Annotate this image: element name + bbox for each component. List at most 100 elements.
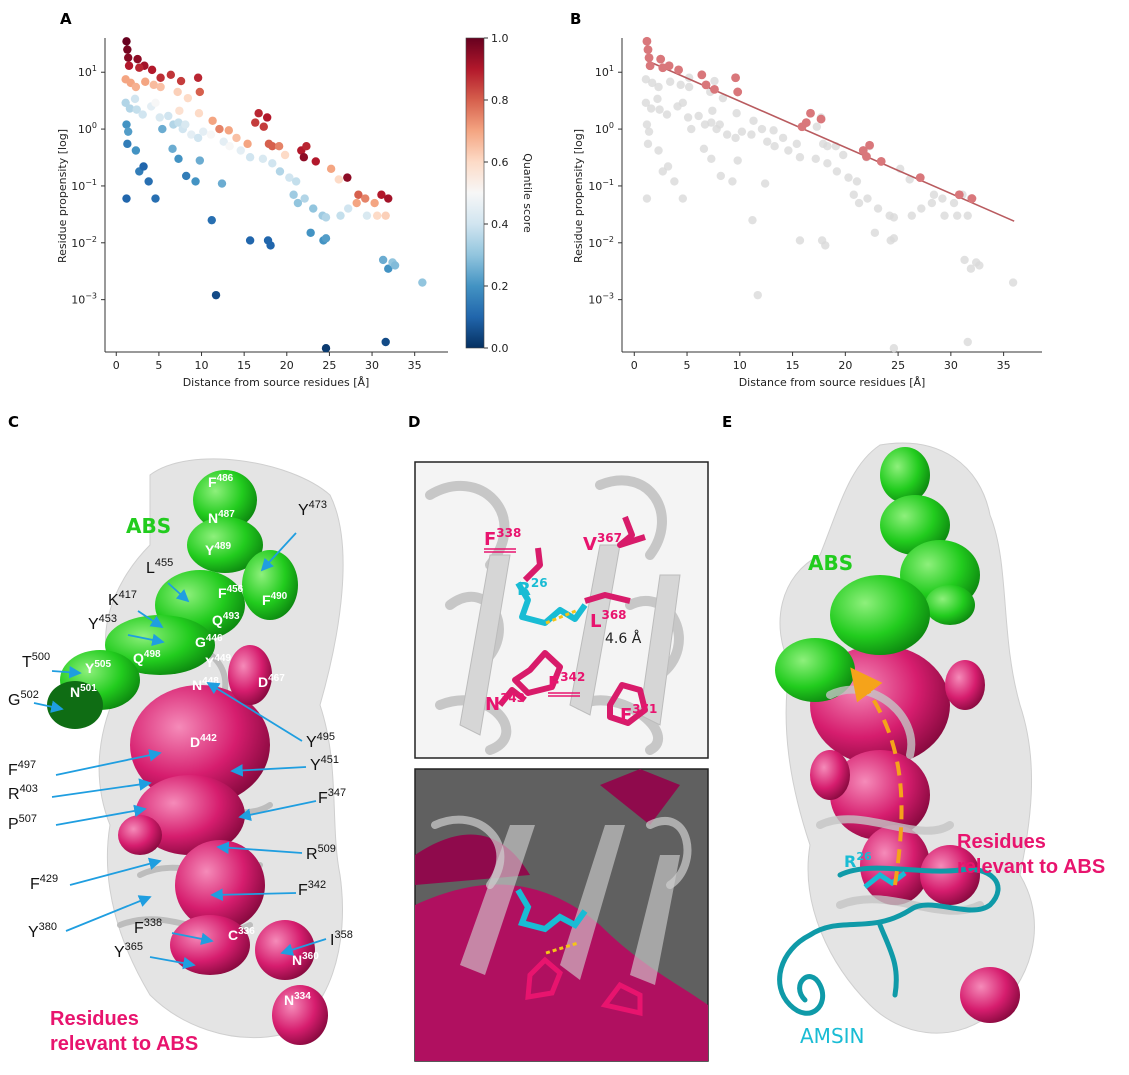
residue-label: L368 <box>590 608 627 632</box>
scatter-point <box>125 104 135 113</box>
scatter-point <box>123 45 132 54</box>
background-point <box>658 167 667 176</box>
scatter-point <box>299 153 309 162</box>
callout-arrow <box>69 857 162 886</box>
arg26-sticks <box>515 581 588 626</box>
panel-a-xticks: 0 5 10 15 20 25 30 35 <box>113 352 422 372</box>
scatter-point <box>147 65 157 75</box>
sphere-label: Y505 <box>85 659 111 676</box>
cbar-tick-label: 0.8 <box>491 94 509 107</box>
panel-b-yticks: 101 100 10−1 10−2 10−3 <box>588 64 622 307</box>
highlighted-point <box>656 54 666 64</box>
scatter-point <box>262 113 272 122</box>
scatter-point <box>334 175 343 184</box>
highlighted-point <box>697 70 707 80</box>
scatter-point <box>158 124 167 134</box>
background-point <box>823 159 832 168</box>
callout-label: Y380 <box>28 921 57 941</box>
background-point <box>854 198 864 208</box>
scatter-point <box>378 255 388 265</box>
ytick-label: 10−3 <box>588 292 614 307</box>
scatter-point <box>362 211 372 220</box>
panel-a-xlabel: Distance from source residues [Å] <box>183 376 370 389</box>
highlighted-point <box>674 65 683 75</box>
background-point <box>687 124 696 134</box>
background-point <box>907 211 917 220</box>
panel-e-label: E <box>722 413 732 431</box>
highlighted-point <box>731 73 740 83</box>
background-point <box>770 141 779 151</box>
residue-label: R26 <box>517 576 548 600</box>
scatter-point <box>336 211 345 220</box>
background-point <box>699 144 709 154</box>
background-point <box>641 75 651 84</box>
colorbar-ticks: 0.0 0.2 0.4 0.6 0.8 1.0 <box>484 32 509 355</box>
background-point <box>707 118 716 127</box>
highlighted-point <box>701 80 711 90</box>
xtick-label: 20 <box>838 359 852 372</box>
panel-d-top-inset: F338 V367 R26 L368 F342 N343 F371 4.6 Å <box>414 461 709 759</box>
panel-c-callouts: Y473 L455 K417 Y453 T500 G502 Y495 F497 R403 Y451… <box>8 499 353 970</box>
scatter-point <box>174 154 183 164</box>
colorbar-label: Quantile score <box>521 153 534 233</box>
ytick-label: 10−2 <box>71 235 97 250</box>
amsin-label: AMSIN <box>800 1024 865 1048</box>
residue-label: F338 <box>484 526 521 550</box>
scatter-point <box>151 194 160 203</box>
scatter-point <box>381 211 390 220</box>
callout-label: K417 <box>108 589 137 609</box>
background-point <box>683 113 693 122</box>
abs-spheres-e <box>775 447 980 702</box>
background-point <box>784 146 793 155</box>
callout-arrow <box>171 932 214 946</box>
callout-label: F342 <box>298 879 326 899</box>
callout-arrow <box>238 800 317 821</box>
scatter-point <box>193 133 203 143</box>
background-point <box>863 194 872 203</box>
highlighted-point <box>658 63 668 73</box>
background-point <box>889 213 899 222</box>
background-point <box>870 228 880 237</box>
scatter-point <box>166 70 176 80</box>
background-point <box>700 120 710 129</box>
xtick-label: 0 <box>113 359 120 372</box>
callout-label: P507 <box>8 813 37 833</box>
xtick-label: 15 <box>786 359 800 372</box>
scatter-point <box>122 120 131 129</box>
background-point <box>678 194 688 203</box>
colorbar <box>465 37 485 349</box>
ytick-label: 10−2 <box>588 235 614 250</box>
residue-label: F342 <box>548 670 585 694</box>
callout-arrow <box>65 895 152 932</box>
scatter-point <box>225 141 234 151</box>
sphere-label: D467 <box>258 673 285 690</box>
callout-arrow <box>260 532 297 572</box>
callout-label: Y453 <box>88 613 117 633</box>
scatter-point <box>207 215 216 225</box>
background-point <box>684 82 694 92</box>
abs-spheres <box>47 470 298 729</box>
scatter-point <box>280 150 290 160</box>
callout-label: R403 <box>8 783 38 803</box>
scatter-point <box>181 171 191 181</box>
panel-a: A 101 100 10−1 10−2 10−3 0 5 10 15 20 25 30 35 Dist… <box>56 10 534 389</box>
panel-d: D F338 V367 R26 L368 F342 N343 F371 4.6 Å <box>408 413 709 1062</box>
background-point <box>852 177 862 186</box>
scatter-point <box>251 118 260 127</box>
scatter-point <box>343 204 353 213</box>
allosteric-path-arrow <box>850 667 904 886</box>
sphere-label: F490 <box>262 591 288 608</box>
background-point <box>960 255 969 265</box>
scatter-point <box>138 110 147 119</box>
scatter-point <box>352 198 361 208</box>
background-point <box>676 80 685 90</box>
arg26-sticks-e <box>863 871 907 889</box>
scatter-point <box>141 77 150 86</box>
background-point <box>889 343 899 353</box>
scatter-point <box>122 194 131 203</box>
background-point <box>694 111 703 121</box>
scatter-point <box>361 194 370 203</box>
background-point <box>812 122 822 131</box>
callout-arrow <box>210 888 297 902</box>
xtick-label: 25 <box>891 359 905 372</box>
